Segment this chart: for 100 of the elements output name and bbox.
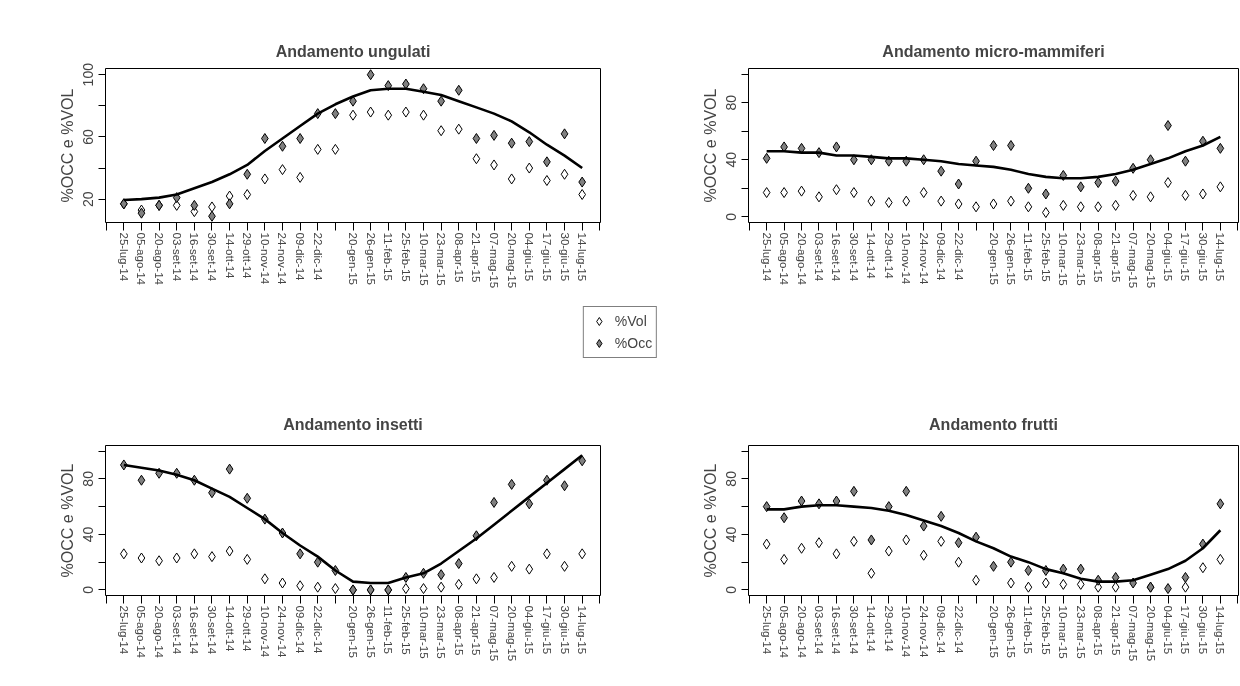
x-tick-label: 29-ott-14: [241, 232, 254, 280]
x-tick-label: 14-ott-14: [865, 605, 878, 653]
x-tick-label: 10-nov-14: [900, 232, 913, 285]
x-tick-label: 14-lug-15: [576, 232, 589, 282]
x-tick-label: 03-set-14: [813, 232, 825, 282]
x-tick-label: 08-apr-15: [452, 605, 465, 656]
x-tick-label: 05-ago-14: [778, 605, 791, 659]
x-tick-label: 17-giu-15: [540, 232, 553, 282]
x-tick-label: 11-feb-15: [1022, 605, 1035, 654]
legend-label: %Occ: [614, 335, 653, 351]
x-tick-label: 30-giu-15: [558, 605, 571, 655]
x-tick-label: 22-dic-14: [952, 605, 965, 655]
x-tick-label: 22-dic-14: [311, 232, 324, 282]
x-tick-label: 20-mag-15: [1144, 232, 1157, 289]
x-tick-label: 14-ott-14: [865, 232, 878, 280]
x-tick-label: 10-mar-15: [417, 232, 430, 286]
x-tick-label: 16-set-14: [830, 232, 843, 282]
x-tick-label: 25-feb-15: [1039, 605, 1052, 655]
x-tick-label: 30-set-14: [847, 605, 860, 655]
x-tick-label: 20-gen-15: [347, 605, 359, 658]
x-tick-label: 23-mar-15: [435, 605, 448, 659]
y-tick-label: 60: [80, 128, 97, 145]
x-tick-label: 14-ott-14: [223, 232, 236, 280]
x-tick-label: 10-mar-15: [1057, 232, 1070, 286]
y-tick-label: 40: [80, 526, 97, 543]
x-tick-label: 04-giu-15: [1162, 232, 1174, 282]
x-tick-label: 16-set-14: [188, 232, 201, 282]
chart-title: Andamento frutti: [929, 416, 1058, 433]
x-tick-label: 24-nov-14: [917, 232, 930, 285]
x-tick-label: 21-apr-15: [1109, 605, 1122, 656]
x-tick-label: 11-feb-15: [382, 232, 395, 281]
x-tick-label: 22-dic-14: [952, 232, 965, 282]
x-tick-label: 25-lug-14: [760, 232, 773, 282]
x-tick-label: 26-gen-15: [364, 605, 377, 658]
legend-label: %Vol: [614, 313, 647, 329]
x-tick-label: 04-giu-15: [523, 605, 536, 655]
x-tick-label: 14-ott-14: [223, 605, 236, 653]
x-tick-label: 10-mar-15: [1057, 605, 1070, 659]
y-tick-label: 0: [723, 585, 740, 594]
x-tick-label: 16-set-14: [830, 605, 843, 655]
x-tick-label: 25-feb-15: [1039, 232, 1052, 282]
x-tick-label: 30-giu-15: [1196, 605, 1209, 655]
x-tick-label: 04-giu-15: [1162, 605, 1174, 655]
x-tick-label: 14-lug-15: [576, 605, 589, 655]
x-tick-label: 09-dic-14: [935, 605, 948, 655]
x-tick-label: 03-set-14: [813, 605, 825, 655]
y-tick-label: 20: [80, 191, 97, 207]
x-tick-label: 30-giu-15: [558, 232, 571, 282]
x-tick-label: 20-ago-14: [795, 605, 808, 659]
x-tick-label: 24-nov-14: [276, 605, 289, 658]
x-tick-label: 05-ago-14: [135, 232, 148, 286]
y-axis-title: %OCC e %VOL: [701, 463, 719, 578]
x-tick-label: 09-dic-14: [294, 605, 307, 655]
x-tick-label: 23-mar-15: [435, 232, 448, 286]
x-tick-label: 08-apr-15: [1092, 605, 1105, 656]
x-tick-label: 08-apr-15: [1092, 232, 1105, 283]
x-tick-label: 03-set-14: [170, 232, 183, 282]
x-tick-label: 30-set-14: [205, 605, 218, 655]
x-tick-label: 17-giu-15: [1179, 605, 1192, 655]
x-tick-label: 25-lug-14: [117, 605, 130, 655]
x-tick-label: 29-ott-14: [241, 605, 254, 653]
x-tick-label: 21-apr-15: [470, 605, 483, 656]
x-tick-label: 09-dic-14: [294, 232, 307, 282]
y-axis-title: %OCC e %VOL: [701, 88, 719, 203]
x-tick-label: 10-nov-14: [900, 605, 913, 658]
x-tick-label: 04-giu-15: [523, 232, 536, 282]
y-tick-label: 80: [723, 470, 740, 487]
x-tick-label: 29-ott-14: [882, 232, 895, 280]
chart-title: Andamento ungulati: [275, 42, 431, 60]
x-tick-label: 30-set-14: [205, 232, 218, 282]
x-tick-label: 30-giu-15: [1196, 232, 1209, 282]
chart-title: Andamento micro-mammiferi: [882, 42, 1105, 60]
x-tick-label: 03-set-14: [170, 605, 183, 655]
y-tick-label: 100: [80, 62, 97, 87]
x-tick-label: 21-apr-15: [1109, 232, 1122, 283]
x-tick-label: 25-lug-14: [760, 605, 773, 655]
x-tick-label: 26-gen-15: [364, 232, 377, 285]
x-tick-label: 07-mag-15: [1127, 605, 1140, 662]
x-tick-label: 23-mar-15: [1074, 232, 1087, 286]
x-tick-label: 17-giu-15: [1179, 232, 1192, 282]
x-tick-label: 05-ago-14: [778, 232, 791, 286]
y-tick-label: 40: [723, 526, 740, 543]
x-tick-label: 07-mag-15: [488, 232, 501, 289]
x-tick-label: 20-ago-14: [153, 605, 166, 659]
y-axis-title: %OCC e %VOL: [58, 88, 76, 203]
x-tick-label: 05-ago-14: [135, 605, 148, 659]
y-tick-label: 0: [80, 585, 97, 594]
x-tick-label: 16-set-14: [188, 605, 201, 655]
x-tick-label: 07-mag-15: [488, 605, 501, 662]
x-tick-label: 20-mag-15: [505, 232, 518, 289]
y-tick-label: 80: [80, 470, 97, 487]
x-tick-label: 20-mag-15: [505, 605, 518, 662]
x-tick-label: 24-nov-14: [917, 605, 930, 658]
x-tick-label: 08-apr-15: [452, 232, 465, 283]
x-tick-label: 25-feb-15: [399, 605, 412, 655]
x-tick-label: 14-lug-15: [1214, 232, 1227, 282]
x-tick-label: 17-giu-15: [540, 605, 553, 655]
x-tick-label: 23-mar-15: [1074, 605, 1087, 659]
x-tick-label: 09-dic-14: [935, 232, 948, 282]
chart-title: Andamento insetti: [283, 416, 423, 433]
